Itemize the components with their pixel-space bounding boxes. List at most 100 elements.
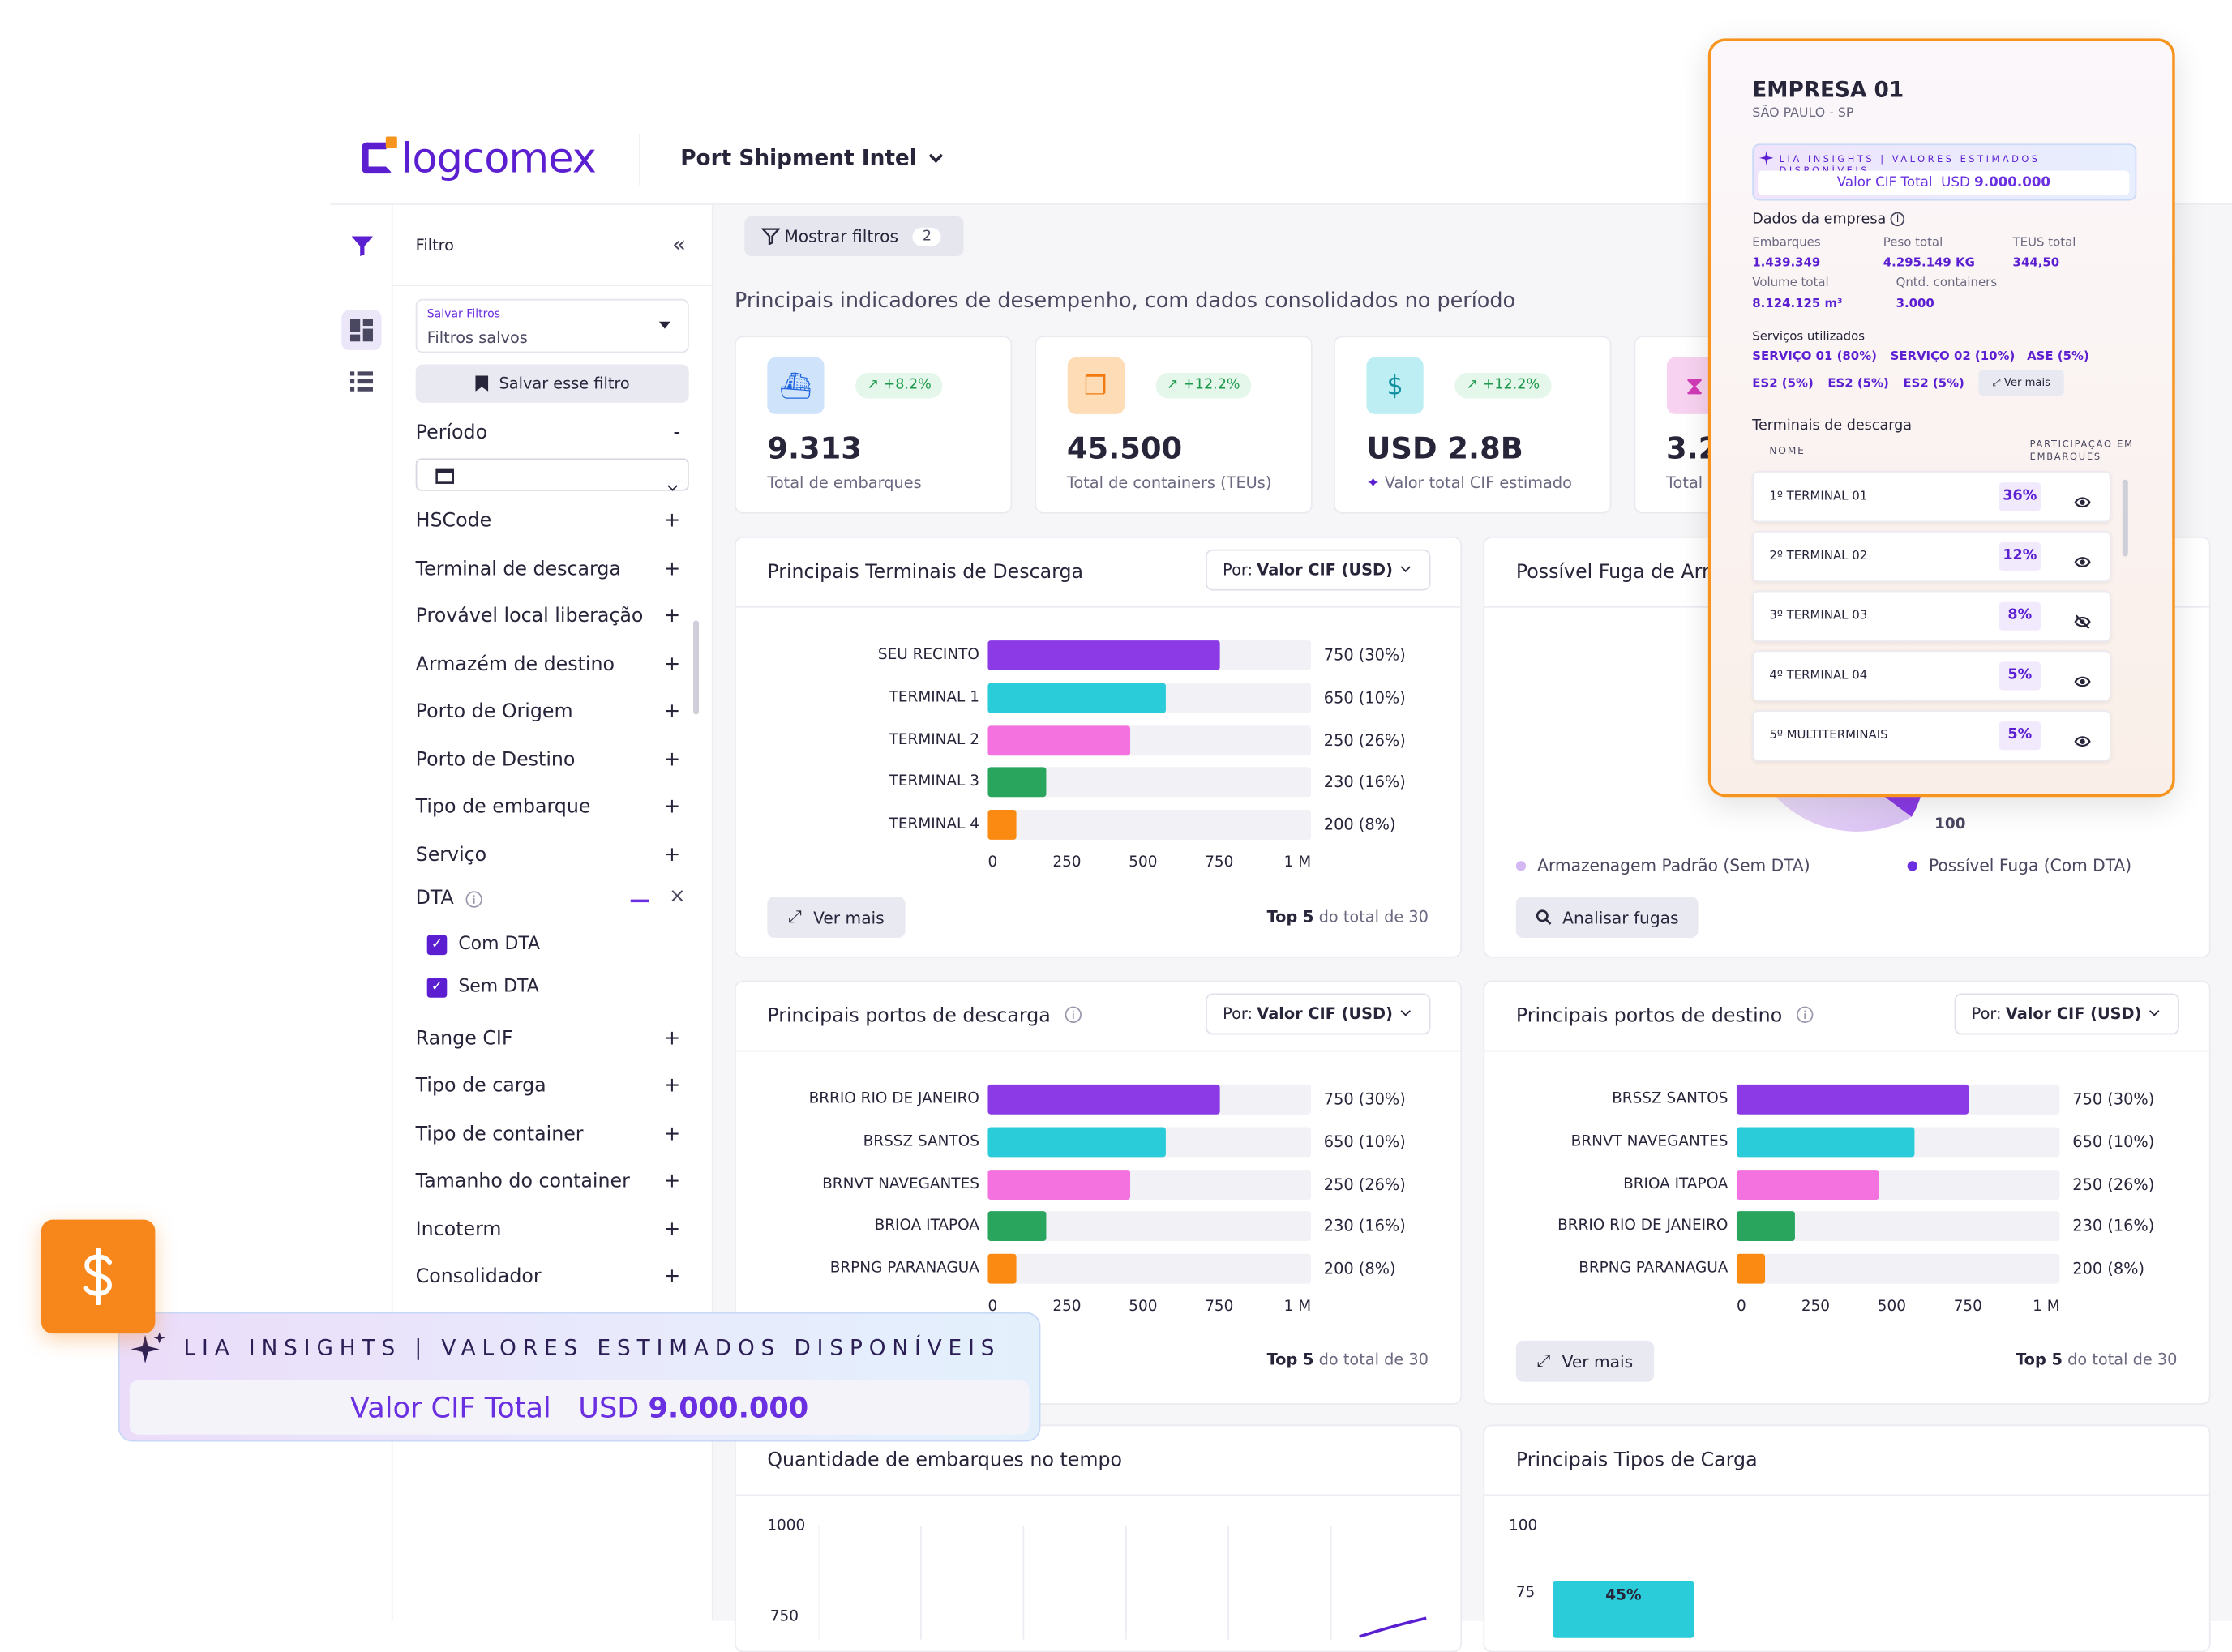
metric-select[interactable]: Por: Valor CIF (USD) [1206,993,1431,1035]
bar-row: BRPNG PARANAGUA 200 (8%) [766,1254,1450,1284]
plus-icon[interactable]: + [663,557,681,580]
filter-item[interactable]: Terminal de descarga + [416,557,681,585]
saved-filters-select[interactable]: Salvar Filtros Filtros salvos [415,298,689,353]
plus-icon[interactable]: + [663,1265,681,1288]
plus-icon[interactable]: + [663,509,681,533]
list-icon[interactable] [345,364,379,398]
bar-row: SEU RECINTO 750 (30%) [766,640,1450,670]
filter-item[interactable]: HSCode + [416,510,681,538]
filter-item[interactable]: Tipo de carga + [416,1075,681,1103]
filter-label: Incoterm [415,1218,502,1241]
terminal-share: 5% [1999,721,2041,751]
filter-item[interactable]: Armazém de destino + [416,653,681,681]
see-more-button[interactable]: ⤢ Ver mais [1978,370,2064,396]
card-title: Principais portos de destino [1516,1005,1814,1028]
service-tag: SERVIÇO 02 (10%) [1890,349,2016,365]
logo[interactable]: logcomex [361,134,597,182]
plus-icon[interactable]: + [663,1218,681,1241]
filter-item[interactable]: Tamanho do container + [416,1171,681,1199]
filter-item[interactable]: Serviço + [416,843,681,871]
terminal-row[interactable]: 2º TERMINAL 02 12% [1752,530,2111,583]
save-filter-label: Salvar esse filtro [499,374,630,393]
chevron-down-icon [1400,562,1411,572]
category-label: BRPNG PARANAGUA [829,1260,979,1278]
scrollbar[interactable] [693,620,700,715]
plus-icon[interactable]: + [663,652,681,676]
metric-select[interactable]: Por: Valor CIF (USD) [1206,549,1431,591]
plus-icon[interactable]: + [663,1075,681,1098]
filter-item[interactable]: Consolidador + [416,1265,681,1294]
eye-off-icon[interactable] [2074,608,2091,635]
terminal-row[interactable]: 4º TERMINAL 04 5% [1752,650,2111,702]
dashboard-icon[interactable] [341,310,382,350]
filter-label: DTA [415,886,454,909]
see-more-label: Ver mais [2003,375,2051,389]
filter-item[interactable]: Provável local liberação + [416,605,681,633]
filter-item[interactable]: Range CIF + [416,1028,681,1056]
bar-track [1736,1127,2060,1158]
filter-item[interactable]: Tipo de embarque + [416,795,681,824]
x-tick: 250 [1801,1298,1831,1316]
eye-icon[interactable] [2074,488,2091,515]
value-label: 650 (10%) [2072,1132,2155,1152]
category-label: BRPNG PARANAGUA [1579,1260,1729,1278]
kpi-value: 9.313 [767,430,862,466]
minus-icon[interactable]: - [673,421,681,444]
filter-item[interactable]: Porto de Destino + [416,748,681,777]
category-label: TERMINAL 4 [889,815,979,833]
plus-icon[interactable]: + [663,1027,681,1051]
filter-label: Armazém de destino [415,652,615,676]
checkbox-com-dta[interactable]: ✓ [426,935,448,956]
plus-icon[interactable]: + [663,605,681,628]
terminal-row[interactable]: 5º MULTITERMINAIS 5% [1752,710,2111,762]
filter-icon[interactable] [345,229,379,263]
close-icon[interactable]: × [669,885,686,909]
see-more-button[interactable]: ⤢ Ver mais [767,897,906,939]
bookmark-icon [474,375,488,392]
plus-icon[interactable]: + [663,843,681,867]
plus-icon[interactable]: + [663,747,681,771]
show-filters-button[interactable]: Mostrar filtros 2 [744,216,964,257]
value-label: 650 (10%) [1323,688,1406,708]
see-more-button[interactable]: ⤢ Ver mais [1515,1340,1655,1382]
trend-up-icon: ↗ [1166,377,1184,393]
analisar-fugas-button[interactable]: Analisar fugas [1515,897,1699,939]
select-prefix: Por: [1971,1004,2002,1024]
scrollbar[interactable] [2122,479,2128,557]
plus-icon[interactable]: + [663,1170,681,1193]
filter-label: HSCode [415,509,492,533]
eye-icon[interactable] [2074,727,2091,754]
chevron-down-icon [928,148,944,163]
product-selector[interactable]: Port Shipment Intel [680,145,944,171]
eye-icon[interactable] [2074,548,2091,575]
filter-periodo[interactable]: Período - [416,422,681,450]
plus-icon[interactable]: + [663,1122,681,1145]
kpi-delta-badge: ↗ +12.2% [1155,372,1252,399]
kpi-value: 45.500 [1066,430,1183,466]
filter-item[interactable]: Incoterm + [416,1218,681,1246]
filter-item[interactable]: Porto de Origem + [416,700,681,729]
dados-title-text: Dados da empresa [1752,212,1887,228]
x-tick: 1 M [2033,1298,2060,1316]
terminal-row[interactable]: 3º TERMINAL 03 8% [1752,590,2111,642]
category-label: TERMINAL 3 [889,773,979,791]
service-tag: ES2 (5%) [1827,377,1889,392]
terminal-share: 12% [1999,541,2041,571]
terminal-row[interactable]: 1º TERMINAL 01 36% [1752,471,2111,523]
date-range-input[interactable] [415,458,689,491]
checkbox-sem-dta[interactable]: ✓ [426,978,448,998]
collapse-icon[interactable]: « [672,230,687,258]
category-label: BRNVT NAVEGANTES [1570,1132,1729,1150]
bar-track [987,1084,1311,1115]
bar-row: TERMINAL 1 650 (10%) [766,683,1450,713]
plus-icon[interactable]: + [663,700,681,723]
filter-item[interactable]: Tipo de container + [416,1123,681,1151]
eye-icon[interactable] [2074,667,2091,694]
filter-dta[interactable]: DTA × [415,885,686,915]
portos-descarga-card: Principais portos de descarga Por: Valor … [734,980,1463,1405]
metric-select[interactable]: Por: Valor CIF (USD) [1954,993,2179,1035]
kpi-delta: +8.2% [883,377,932,393]
save-filter-button[interactable]: Salvar esse filtro [415,364,689,403]
minus-icon[interactable] [630,899,649,903]
plus-icon[interactable]: + [663,795,681,819]
